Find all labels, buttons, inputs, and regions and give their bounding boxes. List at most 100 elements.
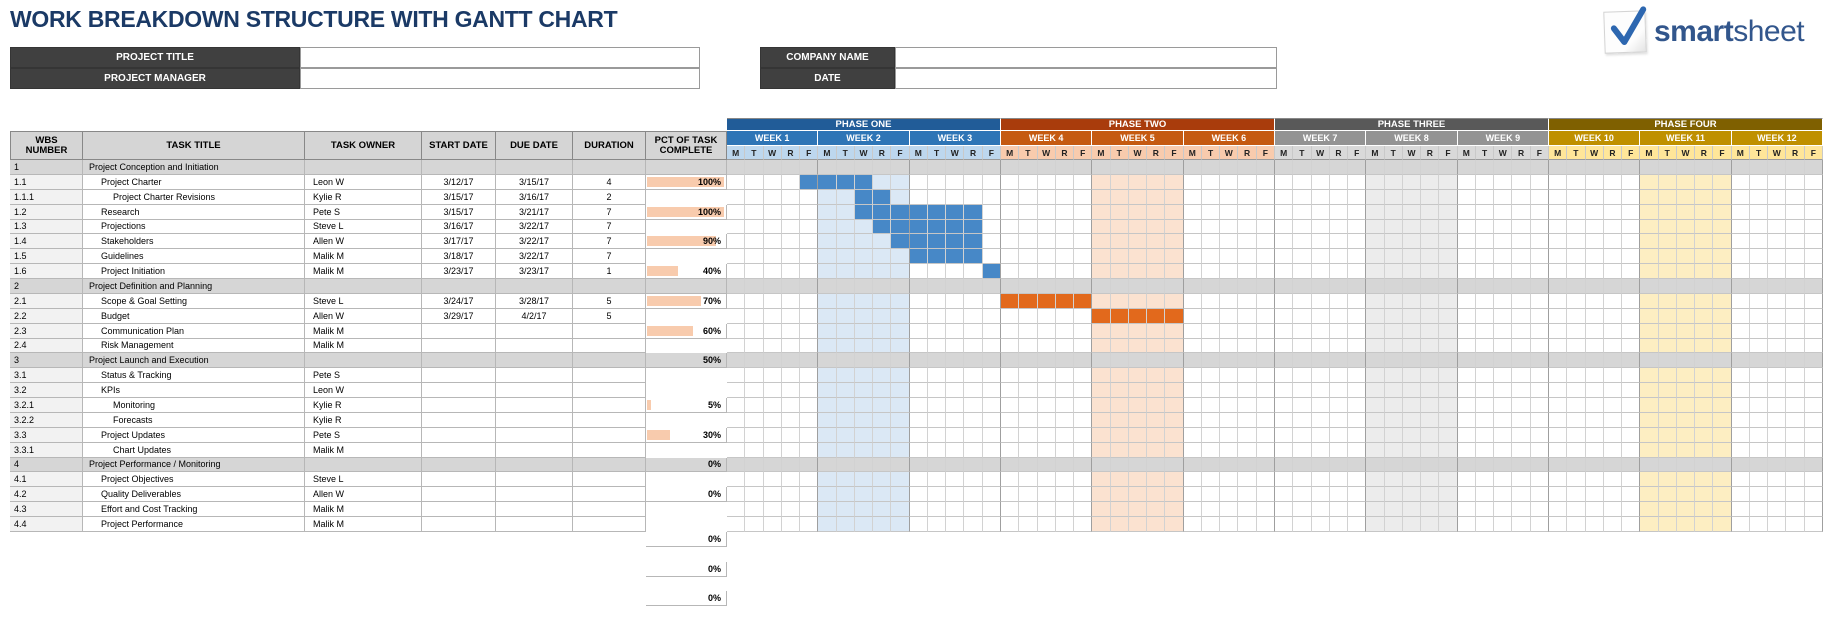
gantt-cell[interactable] [1275, 502, 1294, 517]
gantt-cell[interactable] [1786, 517, 1805, 532]
gantt-cell[interactable] [1457, 264, 1476, 279]
gantt-cell[interactable] [1603, 249, 1623, 265]
gantt-cell[interactable] [1421, 323, 1440, 339]
gantt-cell[interactable] [1603, 517, 1623, 532]
gantt-cell[interactable] [763, 472, 782, 488]
gantt-cell[interactable] [1019, 264, 1038, 279]
task-owner-cell[interactable]: Malik M [305, 264, 422, 279]
gantt-cell[interactable] [1256, 264, 1275, 279]
gantt-cell[interactable] [1695, 308, 1714, 324]
gantt-cell[interactable] [1713, 502, 1732, 517]
gantt-cell[interactable] [745, 219, 764, 235]
gantt-cell[interactable] [800, 204, 819, 220]
gantt-cell[interactable] [1439, 174, 1458, 190]
gantt-cell[interactable] [763, 487, 782, 503]
gantt-cell[interactable] [1001, 338, 1020, 354]
gantt-cell[interactable] [1275, 427, 1294, 443]
gantt-cell[interactable] [1293, 323, 1312, 339]
gantt-cell[interactable] [1676, 502, 1696, 517]
gantt-cell[interactable] [1238, 398, 1257, 413]
gantt-cell[interactable] [1183, 427, 1202, 443]
gantt-cell[interactable] [1786, 412, 1805, 428]
gantt-cell[interactable] [1622, 412, 1641, 428]
gantt-cell[interactable] [1402, 189, 1422, 205]
gantt-cell[interactable] [1731, 204, 1750, 220]
gantt-cell[interactable] [1348, 517, 1367, 532]
gantt-cell[interactable] [836, 502, 855, 517]
task-wbs-cell[interactable]: 1.2 [10, 204, 83, 220]
gantt-cell[interactable] [781, 323, 801, 339]
gantt-cell[interactable] [1603, 427, 1623, 443]
gantt-cell[interactable] [1293, 487, 1312, 503]
gantt-cell[interactable] [1494, 338, 1513, 354]
gantt-cell[interactable] [1110, 174, 1129, 190]
gantt-cell[interactable] [1439, 338, 1458, 354]
gantt-cell[interactable] [1749, 442, 1769, 458]
gantt-cell[interactable] [1804, 219, 1823, 235]
gantt-bar-cell[interactable] [982, 264, 1001, 279]
gantt-cell[interactable] [927, 383, 947, 398]
gantt-cell[interactable] [1037, 472, 1056, 488]
gantt-cell[interactable] [1567, 204, 1586, 220]
gantt-cell[interactable] [800, 323, 819, 339]
gantt-cell[interactable] [909, 174, 928, 190]
pct-cell[interactable]: 0% [646, 487, 727, 503]
gantt-cell[interactable] [1567, 293, 1586, 309]
gantt-cell[interactable] [1256, 338, 1275, 354]
gantt-cell[interactable] [1786, 368, 1805, 384]
gantt-cell[interactable] [1731, 249, 1750, 265]
gantt-cell[interactable] [873, 293, 892, 309]
task-wbs-cell[interactable]: 4.1 [10, 472, 83, 488]
task-title-cell[interactable]: Project Updates [83, 427, 305, 443]
gantt-cell[interactable] [1311, 264, 1330, 279]
gantt-cell[interactable] [1183, 234, 1202, 250]
gantt-cell[interactable] [1055, 412, 1075, 428]
task-title-cell[interactable]: Project Initiation [83, 264, 305, 279]
gantt-cell[interactable] [1256, 293, 1275, 309]
task-start-cell[interactable]: 3/29/17 [422, 308, 496, 324]
gantt-cell[interactable] [1275, 368, 1294, 384]
gantt-cell[interactable] [1329, 472, 1349, 488]
gantt-cell[interactable] [1293, 249, 1312, 265]
gantt-cell[interactable] [745, 323, 764, 339]
gantt-cell[interactable] [1128, 427, 1148, 443]
gantt-cell[interactable] [946, 189, 965, 205]
gantt-cell[interactable] [1293, 174, 1312, 190]
gantt-cell[interactable] [1585, 293, 1604, 309]
gantt-cell[interactable] [982, 234, 1001, 250]
gantt-cell[interactable] [1074, 442, 1093, 458]
gantt-cell[interactable] [1329, 383, 1349, 398]
gantt-cell[interactable] [1147, 442, 1166, 458]
gantt-cell[interactable] [1128, 412, 1148, 428]
gantt-cell[interactable] [1585, 502, 1604, 517]
gantt-cell[interactable] [1019, 442, 1038, 458]
gantt-cell[interactable] [1001, 517, 1020, 532]
gantt-cell[interactable] [1001, 219, 1020, 235]
task-wbs-cell[interactable]: 2.1 [10, 293, 83, 309]
task-due-cell[interactable] [496, 383, 573, 398]
gantt-cell[interactable] [1676, 204, 1696, 220]
gantt-cell[interactable] [1366, 249, 1385, 265]
gantt-cell[interactable] [1786, 427, 1805, 443]
gantt-cell[interactable] [1768, 517, 1787, 532]
gantt-cell[interactable] [854, 234, 874, 250]
gantt-cell[interactable] [1037, 398, 1056, 413]
gantt-bar-cell[interactable] [927, 249, 947, 265]
gantt-cell[interactable] [1530, 219, 1549, 235]
gantt-cell[interactable] [1549, 442, 1568, 458]
gantt-cell[interactable] [964, 412, 983, 428]
gantt-cell[interactable] [1622, 323, 1641, 339]
gantt-cell[interactable] [1640, 189, 1659, 205]
task-due-cell[interactable]: 3/22/17 [496, 234, 573, 250]
gantt-cell[interactable] [946, 264, 965, 279]
gantt-cell[interactable] [1183, 398, 1202, 413]
task-title-cell[interactable]: Research [83, 204, 305, 220]
gantt-cell[interactable] [1676, 234, 1696, 250]
gantt-cell[interactable] [745, 293, 764, 309]
gantt-cell[interactable] [1348, 204, 1367, 220]
gantt-cell[interactable] [1603, 234, 1623, 250]
gantt-cell[interactable] [745, 249, 764, 265]
gantt-cell[interactable] [1147, 338, 1166, 354]
task-due-cell[interactable] [496, 517, 573, 532]
gantt-cell[interactable] [1640, 502, 1659, 517]
